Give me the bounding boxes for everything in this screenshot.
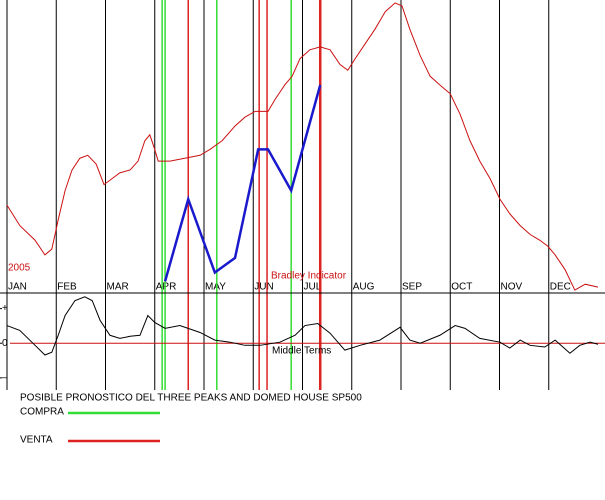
- y-tick-label: +: [2, 303, 8, 314]
- series-line: [6, 2, 599, 291]
- legend-label: COMPRA: [20, 407, 64, 418]
- x-tick-label: FEB: [57, 282, 77, 293]
- x-tick-label: OCT: [451, 282, 472, 293]
- x-tick-label: SEP: [402, 282, 422, 293]
- x-tick-label: NOV: [501, 282, 523, 293]
- legend-label: VENTA: [20, 435, 53, 446]
- x-tick-label: DEC: [550, 282, 571, 293]
- x-tick-label: JUL: [304, 282, 322, 293]
- legend-title: POSIBLE PRONOSTICO DEL THREE PEAKS AND D…: [20, 393, 362, 404]
- y-tick-label: 0: [2, 338, 8, 349]
- y-tick-label: –: [2, 373, 8, 384]
- x-tick-label: MAY: [205, 282, 226, 293]
- series-label: Middle Terms: [272, 346, 331, 357]
- x-tick-label: MAR: [107, 282, 129, 293]
- series-label: Bradley Indicator: [271, 271, 347, 282]
- x-tick-label: JUN: [254, 282, 273, 293]
- x-tick-label: JAN: [8, 282, 27, 293]
- x-tick-label: AUG: [353, 282, 375, 293]
- annotation: 2005: [8, 263, 31, 274]
- series-line: [163, 84, 322, 282]
- series-line: [6, 296, 599, 356]
- x-tick-label: APR: [156, 282, 177, 293]
